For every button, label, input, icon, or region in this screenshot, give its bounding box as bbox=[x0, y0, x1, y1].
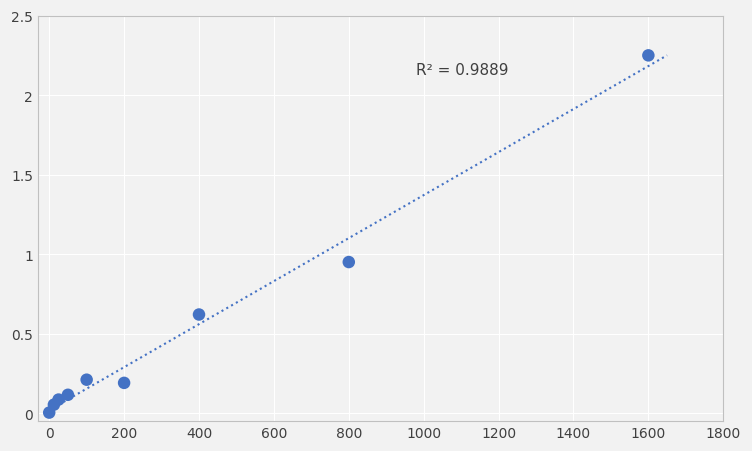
Point bbox=[43, 409, 55, 416]
Point bbox=[343, 259, 355, 266]
Point bbox=[53, 396, 65, 403]
Point bbox=[62, 391, 74, 399]
Point bbox=[80, 376, 92, 383]
Point bbox=[118, 379, 130, 387]
Point bbox=[48, 401, 60, 408]
Point bbox=[193, 311, 205, 318]
Point bbox=[642, 53, 654, 60]
Text: R² = 0.9889: R² = 0.9889 bbox=[416, 63, 508, 78]
